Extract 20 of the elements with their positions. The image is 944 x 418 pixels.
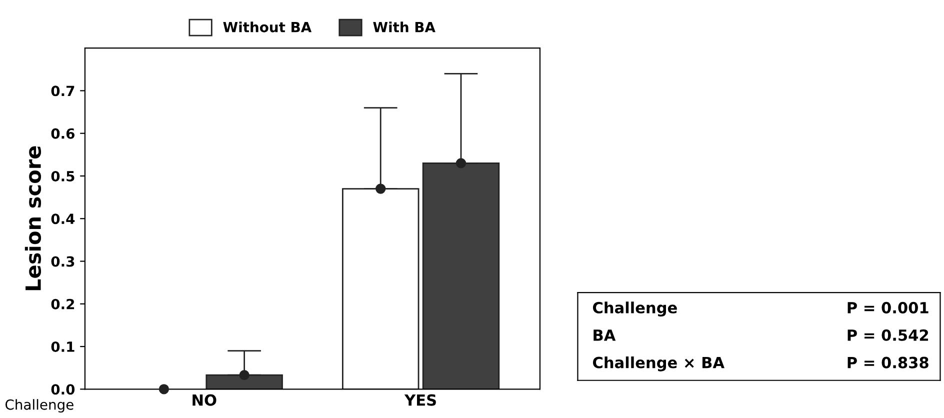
y-tick-label: 0.5: [51, 170, 74, 182]
text: P = 0.838: [848, 356, 928, 368]
y-tick-label: 0.1: [51, 341, 74, 352]
y-tick-label: 0.0: [51, 384, 75, 395]
legend-label: Without BA: [223, 22, 312, 32]
text: P = 0.001: [848, 302, 928, 314]
text: Challenge × BA: [592, 356, 724, 372]
y-tick-label: 0.3: [51, 256, 74, 267]
text: P = 0.542: [848, 329, 928, 341]
x-axis-title: Challenge: [6, 399, 74, 413]
text: BA: [594, 330, 616, 341]
y-tick-label: 0.7: [51, 86, 74, 96]
x-tick-label: NO: [192, 394, 216, 406]
x-tick-label: YES: [404, 394, 436, 406]
legend-label: With BA: [373, 22, 436, 32]
text: Challenge: [592, 302, 677, 317]
y-tick-label: 0.6: [51, 128, 74, 139]
y-tick-label: 0.4: [51, 214, 75, 224]
y-axis-title: Lesion score: [24, 146, 42, 290]
y-tick-label: 0.2: [51, 298, 74, 310]
